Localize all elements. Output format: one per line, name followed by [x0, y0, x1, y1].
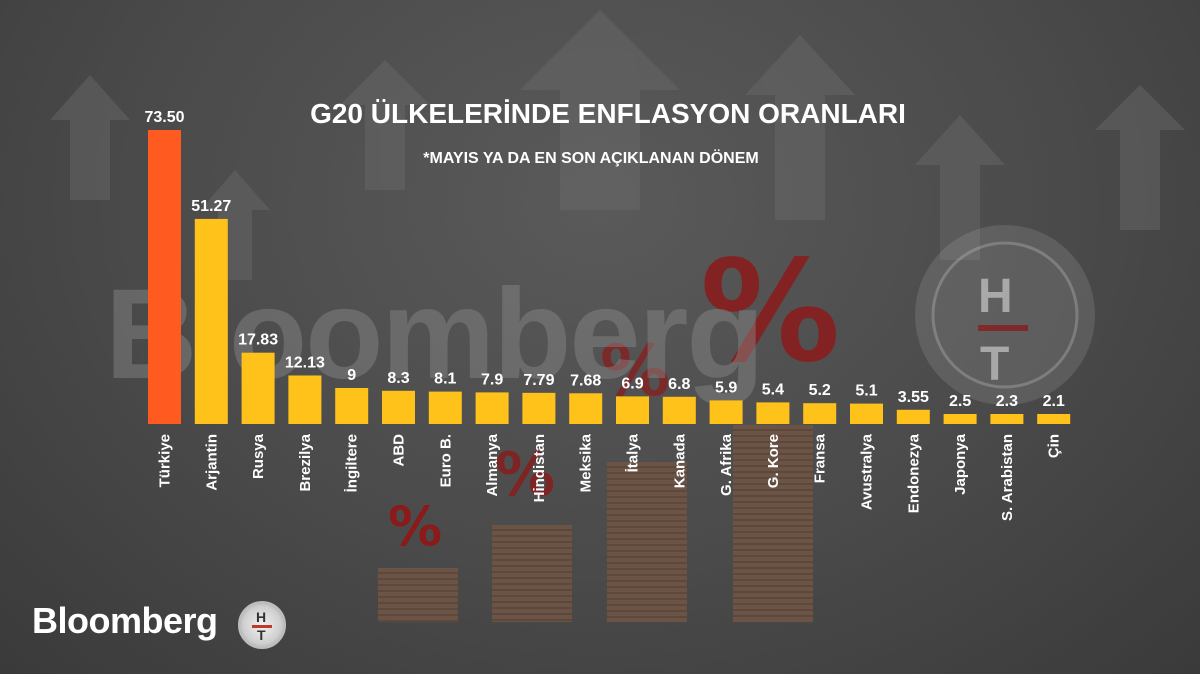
- bar: [896, 409, 930, 424]
- bar: [1037, 414, 1071, 424]
- data-label: 7.68: [570, 372, 601, 389]
- bar: [803, 403, 837, 424]
- bar: [382, 390, 415, 424]
- category-label: Euro B.: [437, 434, 454, 487]
- bar-series: [148, 130, 1071, 424]
- data-label: 5.1: [855, 383, 877, 400]
- data-label: 17.83: [238, 332, 278, 349]
- coin-stack: [378, 568, 458, 622]
- category-label: Meksika: [578, 433, 595, 492]
- category-label: Türkiye: [157, 434, 174, 487]
- ht-h-letter: H: [978, 270, 1013, 323]
- arrow-icon: [200, 170, 270, 280]
- data-label: 6.8: [668, 376, 690, 393]
- category-label: G. Afrika: [718, 433, 735, 496]
- bar: [850, 403, 883, 424]
- data-label: 73.50: [144, 109, 184, 126]
- ht-t-letter: T: [980, 338, 1009, 391]
- background-arrows: [50, 10, 1185, 280]
- percent-icon: %: [388, 495, 442, 558]
- data-label: 5.9: [715, 379, 737, 396]
- coin-stacks: [378, 425, 813, 622]
- data-label: 7.9: [481, 371, 503, 388]
- bar: [662, 396, 696, 424]
- category-label: Arjantin: [203, 434, 220, 491]
- category-label: Avustralya: [859, 433, 876, 510]
- data-label: 7.79: [523, 372, 554, 389]
- bar: [990, 414, 1024, 424]
- category-label: S. Arabistan: [999, 434, 1016, 521]
- category-label: İtalya: [625, 433, 642, 472]
- bar: [288, 375, 322, 424]
- data-label: 12.13: [285, 354, 325, 371]
- arrow-icon: [520, 10, 680, 210]
- data-label: 51.27: [191, 198, 231, 215]
- percent-decorations: % % % %: [388, 231, 840, 558]
- arrow-icon: [915, 115, 1005, 260]
- category-label: Fransa: [812, 433, 829, 483]
- bar: [428, 391, 462, 424]
- category-label: ABD: [391, 434, 408, 467]
- percent-icon: %: [495, 440, 555, 510]
- category-label: Çin: [1046, 434, 1063, 458]
- bar: [148, 130, 181, 424]
- bar: [569, 393, 603, 424]
- chart-title: G20 ÜLKELERİNDE ENFLASYON ORANLARI: [310, 98, 906, 129]
- bar: [522, 392, 556, 424]
- category-label: İngiltere: [344, 434, 361, 492]
- bar: [756, 402, 790, 424]
- category-label: Hindistan: [531, 434, 548, 502]
- data-label: 5.4: [762, 381, 784, 398]
- category-label: Almanya: [484, 433, 501, 496]
- data-label: 2.3: [996, 393, 1018, 410]
- data-label: 8.1: [434, 371, 456, 388]
- bar: [194, 218, 228, 424]
- data-label: 5.2: [809, 382, 831, 399]
- bar: [616, 396, 649, 424]
- chart-subtitle: *MAYIS YA DA EN SON AÇIKLANAN DÖNEM: [423, 148, 758, 167]
- brand-name: Bloomberg: [32, 600, 218, 641]
- coin-stack: [492, 525, 572, 622]
- arrow-icon: [745, 35, 855, 220]
- category-label: Kanada: [671, 433, 688, 488]
- bar: [475, 392, 509, 424]
- arrow-icon: [1095, 85, 1185, 230]
- data-label: 6.9: [621, 375, 643, 392]
- data-label: 3.55: [898, 389, 929, 406]
- ht-logo-icon: H T: [238, 601, 286, 649]
- category-label: Endonezya: [905, 433, 922, 513]
- bar: [709, 400, 743, 424]
- bar: [943, 414, 977, 424]
- value-labels: 73.50 51.27 17.83 12.13 9 8.3 8.1 7.9 7.79 7.68 6.…: [144, 109, 1064, 410]
- bar: [335, 388, 369, 424]
- arrow-icon: [50, 75, 130, 200]
- bar: [241, 352, 275, 424]
- category-labels: Türkiye Arjantin Rusya Brezilya İngiltere ABD…: [157, 433, 1063, 521]
- arrow-icon: [340, 60, 430, 190]
- category-label: G. Kore: [765, 434, 782, 488]
- category-label: Japonya: [952, 433, 969, 495]
- coin-stack: [607, 462, 687, 622]
- data-label: 9: [347, 367, 356, 384]
- data-label: 8.3: [387, 370, 409, 387]
- category-label: Brezilya: [297, 433, 314, 491]
- percent-icon: %: [700, 231, 840, 394]
- data-label: 2.5: [949, 393, 971, 410]
- category-label: Rusya: [250, 433, 267, 479]
- ht-logo-watermark: H T: [915, 225, 1095, 405]
- coin-stack: [733, 425, 813, 622]
- data-label: 2.1: [1043, 393, 1065, 410]
